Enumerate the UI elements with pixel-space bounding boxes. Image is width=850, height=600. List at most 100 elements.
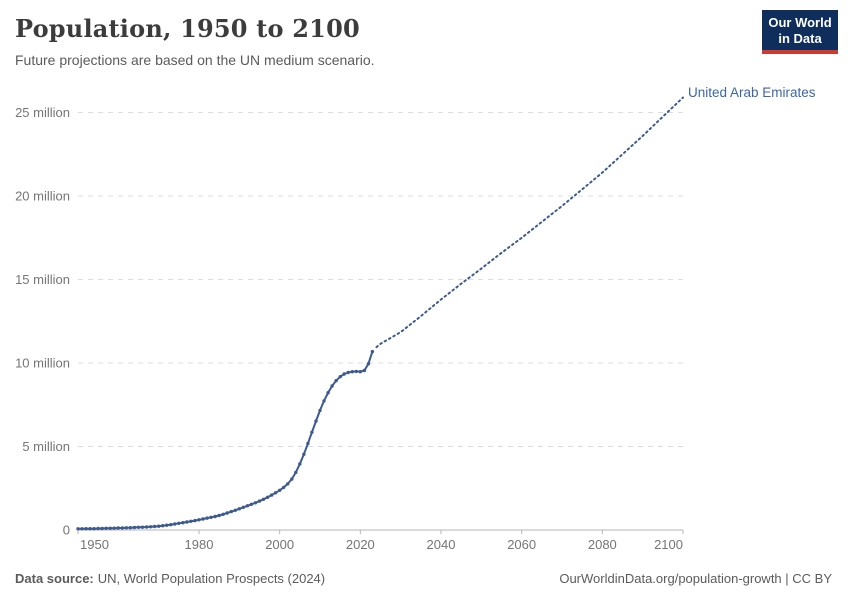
y-axis-tick-label: 25 million [15, 105, 70, 120]
data-point-marker [310, 430, 314, 434]
data-point-marker [209, 515, 213, 519]
data-point-marker [330, 384, 334, 388]
y-axis-tick-label: 0 [63, 523, 70, 538]
x-axis-tick-label: 2100 [654, 537, 683, 552]
data-point-marker [124, 526, 129, 530]
series-line-projection[interactable] [375, 96, 684, 349]
data-point-marker [273, 491, 278, 495]
chart-footer: Data source: UN, World Population Prospec… [15, 571, 832, 586]
y-axis-tick-label: 20 million [15, 189, 70, 204]
x-axis-tick-label: 2000 [265, 537, 294, 552]
data-point-marker [140, 525, 145, 529]
data-point-marker [189, 519, 193, 523]
data-point-marker [116, 526, 121, 530]
data-point-marker [100, 526, 104, 531]
data-point-marker [318, 408, 322, 413]
data-point-marker [366, 362, 371, 366]
data-point-marker [84, 527, 88, 531]
data-point-marker [334, 379, 338, 383]
series-line-estimates[interactable] [78, 351, 374, 530]
entity-label-united-arab-emirates[interactable]: United Arab Emirates [688, 85, 816, 100]
data-point-marker [157, 524, 161, 528]
data-point-marker [286, 482, 290, 486]
data-point-marker [136, 525, 141, 529]
data-point-marker [302, 452, 306, 456]
data-point-marker [108, 526, 113, 530]
data-point-marker [92, 527, 96, 531]
data-point-marker [306, 441, 310, 446]
data-point-marker [112, 526, 117, 530]
x-axis-tick-label: 2040 [427, 537, 456, 552]
data-point-marker [177, 521, 181, 525]
data-point-marker [358, 370, 362, 374]
page-title: Population, 1950 to 2100 [15, 14, 360, 43]
data-point-marker [88, 527, 92, 531]
data-point-marker [338, 375, 342, 379]
data-point-marker [253, 501, 258, 505]
data-point-marker [213, 514, 217, 519]
data-point-marker [205, 516, 209, 520]
data-point-marker [173, 522, 177, 526]
data-point-marker [314, 419, 318, 423]
data-point-marker [217, 513, 221, 518]
data-point-marker [148, 525, 153, 529]
data-point-marker [233, 508, 237, 512]
y-axis-tick-label: 10 million [15, 356, 70, 371]
data-point-marker [290, 477, 294, 481]
data-point-marker [350, 370, 354, 374]
data-point-marker [96, 526, 100, 531]
data-point-marker [165, 523, 169, 527]
data-point-marker [169, 523, 173, 527]
data-point-marker [104, 526, 108, 530]
data-point-marker [298, 462, 302, 466]
data-point-marker [80, 527, 84, 531]
data-source-label: Data source: [15, 571, 94, 586]
x-axis-tick-label: 2060 [507, 537, 536, 552]
data-point-marker [346, 370, 350, 375]
data-point-marker [201, 517, 205, 521]
data-point-marker [326, 391, 330, 395]
data-point-marker [152, 524, 157, 529]
data-point-marker [229, 509, 233, 514]
data-point-marker [257, 499, 262, 503]
data-point-marker [76, 527, 80, 531]
x-axis-tick-label: 2080 [588, 537, 617, 552]
data-point-marker [294, 470, 298, 475]
data-point-marker [354, 369, 358, 374]
owid-logo[interactable]: Our World in Data [762, 10, 838, 55]
data-point-marker [193, 518, 197, 523]
data-source-note: Data source: UN, World Population Prospec… [15, 571, 325, 586]
logo-text-line2: in Data [778, 30, 822, 46]
data-point-marker [185, 520, 189, 524]
data-point-marker [261, 497, 266, 501]
data-point-marker [197, 518, 201, 522]
data-source-text: UN, World Population Prospects (2024) [97, 571, 326, 586]
data-point-marker [237, 507, 241, 511]
data-point-marker [132, 525, 137, 530]
data-point-marker [265, 495, 270, 499]
data-point-marker [342, 372, 346, 376]
x-axis-tick-label: 2020 [346, 537, 375, 552]
footer-license-link[interactable]: OurWorldinData.org/population-growth | C… [559, 571, 832, 586]
data-point-marker [181, 521, 185, 525]
data-point-marker [128, 526, 133, 530]
data-point-marker [144, 525, 149, 529]
data-point-marker [120, 526, 125, 530]
data-point-marker [282, 485, 286, 490]
data-point-marker [221, 512, 225, 516]
x-axis-tick-label: 1950 [80, 537, 109, 552]
chart-subtitle: Future projections are based on the UN m… [15, 52, 375, 68]
y-axis-tick-label: 5 million [22, 439, 70, 454]
data-point-marker [161, 524, 165, 528]
data-point-marker [245, 504, 250, 508]
logo-text-line1: Our World [768, 15, 832, 30]
data-point-marker [249, 502, 254, 506]
x-axis-tick-label: 1980 [185, 537, 214, 552]
y-axis-tick-label: 15 million [15, 272, 70, 287]
data-point-marker [362, 368, 367, 373]
data-point-marker [225, 511, 229, 515]
data-point-marker [269, 493, 274, 497]
data-point-marker [241, 505, 246, 509]
